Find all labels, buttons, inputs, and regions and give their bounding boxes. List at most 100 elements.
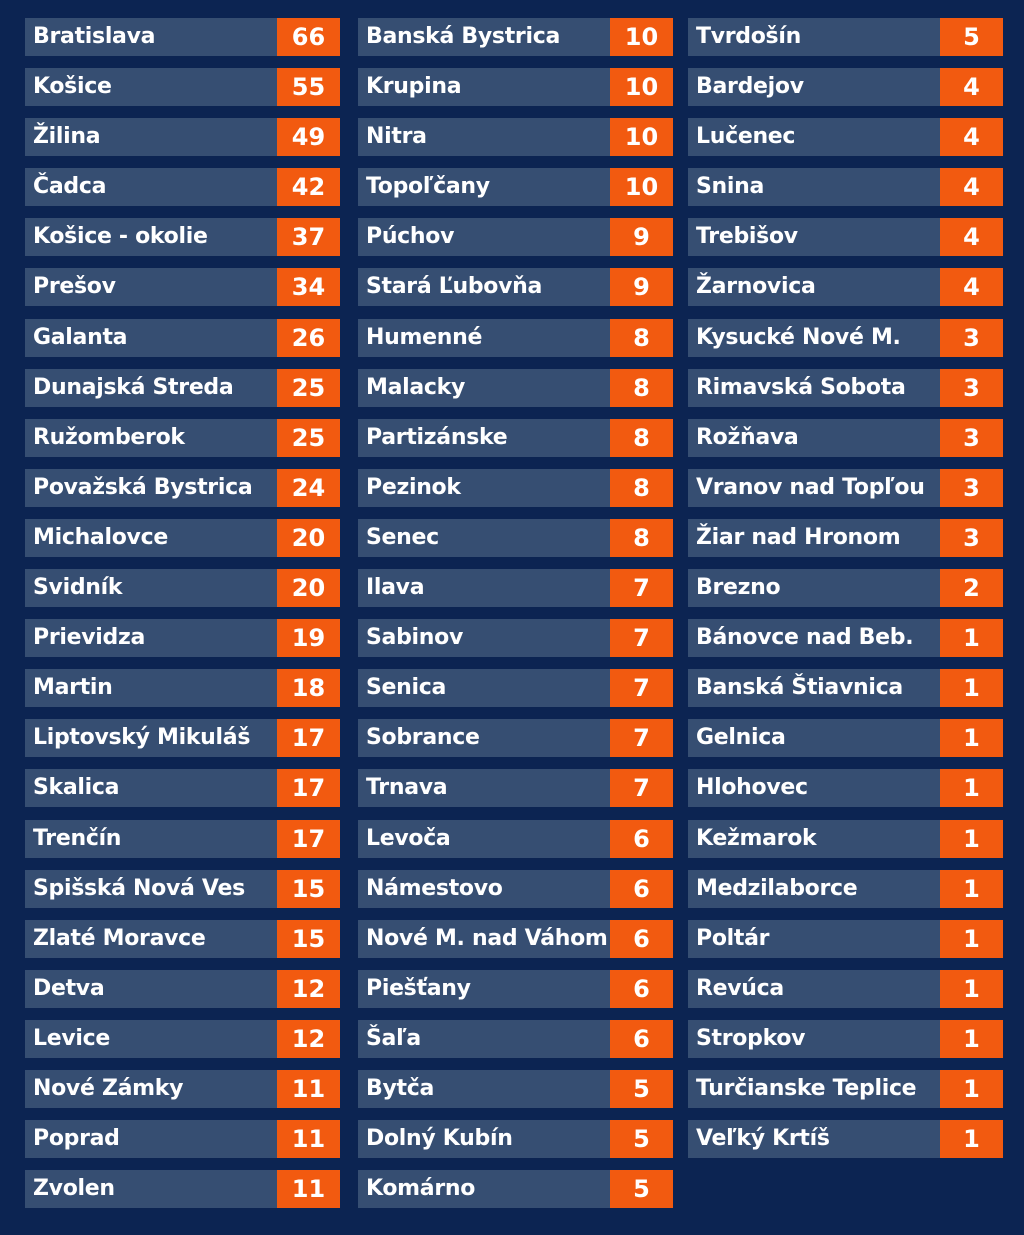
table-row: Skalica 17 bbox=[25, 769, 340, 808]
table-row: Zlaté Moravce 15 bbox=[25, 919, 340, 958]
district-name: Spišská Nová Ves bbox=[25, 869, 277, 908]
district-name: Martin bbox=[25, 669, 277, 708]
table-row: Nové M. nad Váhom 6 bbox=[358, 919, 673, 958]
district-name: Senica bbox=[358, 669, 610, 708]
district-name: Bytča bbox=[358, 1069, 610, 1108]
district-name: Michalovce bbox=[25, 518, 277, 557]
table-row: Pezinok 8 bbox=[358, 468, 673, 507]
table-row: Michalovce 20 bbox=[25, 518, 340, 557]
district-value: 1 bbox=[940, 719, 1003, 758]
district-value: 1 bbox=[940, 919, 1003, 958]
district-value: 6 bbox=[610, 1019, 673, 1058]
district-name: Považská Bystrica bbox=[25, 468, 277, 507]
table-row: Námestovo 6 bbox=[358, 869, 673, 908]
district-value: 15 bbox=[277, 869, 340, 908]
district-name: Dunajská Streda bbox=[25, 368, 277, 407]
table-row: Malacky 8 bbox=[358, 368, 673, 407]
district-name: Stropkov bbox=[688, 1019, 940, 1058]
district-value: 5 bbox=[610, 1120, 673, 1159]
district-value: 3 bbox=[940, 418, 1003, 457]
district-value: 3 bbox=[940, 318, 1003, 357]
district-name: Nové M. nad Váhom bbox=[358, 919, 610, 958]
district-name: Snina bbox=[688, 168, 940, 207]
district-value: 66 bbox=[277, 18, 340, 56]
district-name: Komárno bbox=[358, 1170, 610, 1209]
district-name: Topoľčany bbox=[358, 168, 610, 207]
table-row: Hlohovec 1 bbox=[688, 769, 1003, 808]
district-value: 34 bbox=[277, 268, 340, 307]
table-row: Brezno 2 bbox=[688, 569, 1003, 608]
district-name: Revúca bbox=[688, 969, 940, 1008]
table-row: Topoľčany 10 bbox=[358, 168, 673, 207]
table-row: Levoča 6 bbox=[358, 819, 673, 858]
table-row: Stropkov 1 bbox=[688, 1019, 1003, 1058]
district-value: 1 bbox=[940, 669, 1003, 708]
table-row: Zvolen 11 bbox=[25, 1170, 340, 1209]
table-row: Liptovský Mikuláš 17 bbox=[25, 719, 340, 758]
district-value: 37 bbox=[277, 218, 340, 257]
table-row: Bytča 5 bbox=[358, 1069, 673, 1108]
district-value: 1 bbox=[940, 769, 1003, 808]
table-row: Svidník 20 bbox=[25, 569, 340, 608]
table-row: Banská Bystrica 10 bbox=[358, 18, 673, 56]
district-value: 7 bbox=[610, 719, 673, 758]
district-value: 8 bbox=[610, 318, 673, 357]
table-row: Bratislava 66 bbox=[25, 18, 340, 56]
district-value: 2 bbox=[940, 569, 1003, 608]
district-value: 11 bbox=[277, 1170, 340, 1209]
table-row: Senec 8 bbox=[358, 518, 673, 557]
district-value: 18 bbox=[277, 669, 340, 708]
district-name: Medzilaborce bbox=[688, 869, 940, 908]
district-value: 4 bbox=[940, 218, 1003, 257]
district-name: Nitra bbox=[358, 118, 610, 157]
district-value: 8 bbox=[610, 368, 673, 407]
table-row: Žiar nad Hronom 3 bbox=[688, 518, 1003, 557]
district-name: Krupina bbox=[358, 68, 610, 107]
district-name: Sabinov bbox=[358, 619, 610, 658]
district-name: Žiar nad Hronom bbox=[688, 518, 940, 557]
district-name: Poprad bbox=[25, 1120, 277, 1159]
district-name: Svidník bbox=[25, 569, 277, 608]
district-name: Košice - okolie bbox=[25, 218, 277, 257]
district-value: 1 bbox=[940, 1019, 1003, 1058]
table-column: Banská Bystrica 10 Krupina 10 Nitra 10 Topoľča… bbox=[358, 18, 673, 1220]
district-value: 26 bbox=[277, 318, 340, 357]
district-name: Senec bbox=[358, 518, 610, 557]
district-value: 6 bbox=[610, 819, 673, 858]
district-value: 17 bbox=[277, 719, 340, 758]
district-value: 12 bbox=[277, 969, 340, 1008]
district-value: 1 bbox=[940, 1120, 1003, 1159]
district-value: 6 bbox=[610, 869, 673, 908]
district-value: 10 bbox=[610, 68, 673, 107]
district-value: 4 bbox=[940, 118, 1003, 157]
district-value: 1 bbox=[940, 1069, 1003, 1108]
district-name: Banská Štiavnica bbox=[688, 669, 940, 708]
table-row: Ilava 7 bbox=[358, 569, 673, 608]
table-row: Čadca 42 bbox=[25, 168, 340, 207]
district-name: Zvolen bbox=[25, 1170, 277, 1209]
district-name: Prievidza bbox=[25, 619, 277, 658]
table-row: Nitra 10 bbox=[358, 118, 673, 157]
table-column: Bratislava 66 Košice 55 Žilina 49 Čadca 42 Košic… bbox=[25, 18, 340, 1220]
table-row: Šaľa 6 bbox=[358, 1019, 673, 1058]
table-row: Košice - okolie 37 bbox=[25, 218, 340, 257]
district-value: 42 bbox=[277, 168, 340, 207]
district-name: Turčianske Teplice bbox=[688, 1069, 940, 1108]
district-value: 3 bbox=[940, 468, 1003, 507]
district-name: Pezinok bbox=[358, 468, 610, 507]
district-name: Zlaté Moravce bbox=[25, 919, 277, 958]
district-value: 6 bbox=[610, 919, 673, 958]
district-name: Veľký Krtíš bbox=[688, 1120, 940, 1159]
district-value: 8 bbox=[610, 418, 673, 457]
district-name: Hlohovec bbox=[688, 769, 940, 808]
district-value: 4 bbox=[940, 68, 1003, 107]
district-name: Banská Bystrica bbox=[358, 18, 610, 56]
district-value: 17 bbox=[277, 769, 340, 808]
district-name: Malacky bbox=[358, 368, 610, 407]
district-value: 10 bbox=[610, 168, 673, 207]
table-row: Sobrance 7 bbox=[358, 719, 673, 758]
table-row: Rožňava 3 bbox=[688, 418, 1003, 457]
table-row: Prešov 34 bbox=[25, 268, 340, 307]
district-value: 5 bbox=[940, 18, 1003, 56]
district-value: 1 bbox=[940, 819, 1003, 858]
